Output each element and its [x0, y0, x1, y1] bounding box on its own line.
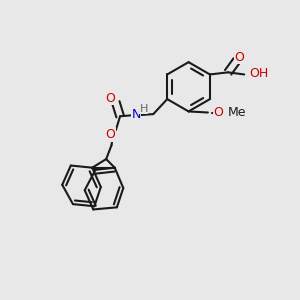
Text: O: O: [213, 106, 223, 119]
Text: Me: Me: [228, 106, 247, 119]
Text: O: O: [234, 51, 244, 64]
Text: N: N: [131, 108, 141, 121]
Text: O: O: [106, 128, 116, 141]
Text: OH: OH: [250, 67, 269, 80]
Text: H: H: [140, 104, 148, 114]
Text: O: O: [106, 92, 116, 104]
